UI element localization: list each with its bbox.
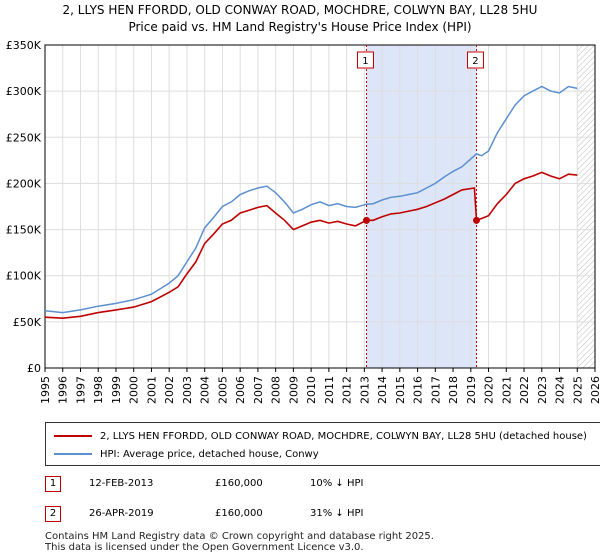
marker-box [356,51,374,69]
x-tick-label: 2008 [270,376,283,404]
x-tick-label: 2012 [341,376,354,404]
y-tick-label: £200K [6,177,42,190]
y-tick-label: £350K [6,39,42,52]
x-tick-label: 2000 [128,376,141,404]
x-tick-label: 2014 [376,376,389,404]
x-tick-label: 2026 [589,376,600,404]
legend-item-hpi: HPI: Average price, detached house, Conw… [54,449,319,460]
title-line-2: Price paid vs. HM Land Registry's House … [128,20,472,34]
x-tick-label: 2025 [571,376,584,404]
x-tick-label: 2018 [447,376,460,404]
x-tick-label: 2004 [199,376,212,404]
x-tick-label: 1999 [110,376,123,404]
x-tick-label: 2017 [429,376,442,404]
legend-swatch-hpi [54,453,92,455]
x-tick-label: 2024 [554,376,567,404]
x-tick-label: 2001 [145,376,158,404]
transaction-hpi-delta: 10% ↓ HPI [310,478,364,489]
marker-label-box: 1 [356,51,374,69]
transaction-number: 1 [45,476,61,492]
legend-item-property: 2, LLYS HEN FFORDD, OLD CONWAY ROAD, MOC… [54,431,587,442]
x-tick-label: 1996 [57,376,70,404]
legend-label-hpi: HPI: Average price, detached house, Conw… [100,449,319,460]
transaction-date: 12-FEB-2013 [89,478,154,489]
x-tick-label: 2006 [234,376,247,404]
chart-title: 2, LLYS HEN FFORDD, OLD CONWAY ROAD, MOC… [0,2,600,36]
price-chart: £0 £50K £100K £150K £200K £250K £300K £350K 1995… [6,39,600,404]
y-tick-label: £50K [13,316,42,329]
x-tick-label: 2020 [483,376,496,404]
y-tick-label: £100K [6,270,42,283]
footer: Contains HM Land Registry data © Crown c… [45,531,434,553]
x-tick-label: 2009 [287,376,300,404]
x-tick-label: 2015 [394,376,407,404]
transaction-price: £160,000 [215,508,263,519]
y-tick-label: £150K [6,224,42,237]
sale-point [472,216,480,224]
footer-line-2: This data is licensed under the Open Gov… [45,542,364,553]
future-region [577,45,595,368]
transaction-price: £160,000 [215,478,263,489]
x-tick-label: 1998 [92,376,105,404]
legend-swatch-property [54,435,92,437]
marker-label: 1 [362,56,368,67]
marker-label-box: 2 [466,51,484,69]
x-tick-label: 2013 [358,376,371,404]
transaction-hpi-delta: 31% ↓ HPI [310,508,364,519]
x-tick-label: 2002 [163,376,176,404]
plot-frame [44,44,596,369]
x-tick-label: 2011 [323,376,336,404]
title-line-1: 2, LLYS HEN FFORDD, OLD CONWAY ROAD, MOC… [62,3,538,17]
x-tick-label: 2016 [412,376,425,404]
x-tick-label: 2023 [536,376,549,404]
marker-label: 2 [472,56,478,67]
hpi-line [44,85,578,314]
y-tick-label: £300K [6,85,42,98]
x-tick-label: 1997 [74,376,87,404]
x-tick-label: 2005 [216,376,229,404]
sale-point [362,216,370,224]
shaded-period [366,45,477,368]
x-tick-label: 2010 [305,376,318,404]
x-tick-label: 2021 [500,376,513,404]
marker-box [466,51,484,69]
footer-line-1: Contains HM Land Registry data © Crown c… [45,531,434,542]
x-tick-label: 2003 [181,376,194,404]
property-price-line [44,171,578,320]
x-tick-label: 1995 [39,376,52,404]
x-tick-label: 2019 [465,376,478,404]
legend: 2, LLYS HEN FFORDD, OLD CONWAY ROAD, MOC… [45,422,600,466]
legend-label-property: 2, LLYS HEN FFORDD, OLD CONWAY ROAD, MOC… [100,431,587,442]
transaction-number: 2 [45,506,61,522]
x-tick-label: 2007 [252,376,265,404]
transaction-date: 26-APR-2019 [89,508,154,519]
x-tick-label: 2022 [518,376,531,404]
y-tick-label: £0 [27,362,41,375]
y-tick-label: £250K [6,131,42,144]
